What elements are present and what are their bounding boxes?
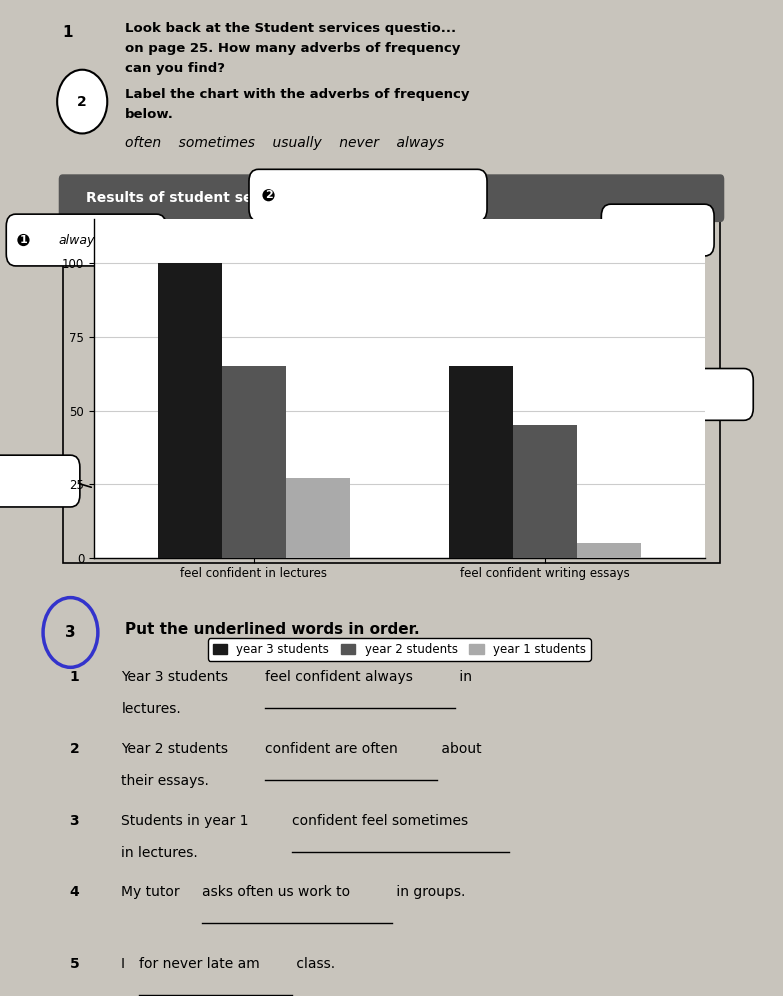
Text: about: about [437,742,481,756]
Text: 4: 4 [70,885,90,899]
Text: can you find?: can you find? [125,62,226,75]
FancyBboxPatch shape [249,169,487,221]
Text: confident feel sometimes: confident feel sometimes [293,814,468,828]
Text: 1: 1 [20,235,27,245]
FancyBboxPatch shape [6,214,166,266]
Text: in: in [454,670,471,684]
Text: on page 25. How many adverbs of frequency: on page 25. How many adverbs of frequenc… [125,42,460,55]
Text: 3: 3 [70,814,90,828]
Text: 1: 1 [70,670,90,684]
FancyBboxPatch shape [59,174,724,222]
Text: 1: 1 [63,25,73,40]
Text: Year 2 students: Year 2 students [121,742,233,756]
Text: below.: below. [125,108,174,121]
Circle shape [57,70,107,133]
Bar [513,425,577,558]
Text: in lectures.: in lectures. [121,846,198,860]
Text: for never late am: for never late am [139,957,260,971]
Text: asks often us work to: asks often us work to [203,885,351,899]
Text: 3: 3 [65,624,76,640]
Text: 2: 2 [78,95,87,109]
Text: 5: 5 [576,389,583,399]
FancyBboxPatch shape [601,204,714,256]
Text: in groups.: in groups. [392,885,465,899]
Text: 4: 4 [615,225,622,235]
Text: 2: 2 [265,190,272,200]
Text: Year 3 students: Year 3 students [121,670,233,684]
Text: 2: 2 [70,742,90,756]
Text: 5: 5 [70,957,90,971]
Text: Results of student services questionnaire: Results of student services questionnair… [86,190,413,205]
Text: class.: class. [293,957,336,971]
FancyBboxPatch shape [0,455,80,507]
Bar [577,543,640,558]
Text: Students in year 1: Students in year 1 [121,814,253,828]
Bar [158,263,222,558]
Text: Put the underlined words in order.: Put the underlined words in order. [125,622,420,637]
Bar [286,478,350,558]
Text: their essays.: their essays. [121,774,209,788]
Text: confident are often: confident are often [265,742,399,756]
Text: Label the chart with the adverbs of frequency: Label the chart with the adverbs of freq… [125,88,470,101]
Bar [222,367,286,558]
FancyBboxPatch shape [562,369,753,420]
Text: always: always [59,233,102,247]
Text: never: never [607,387,643,401]
Text: often    sometimes    usually    never    always: often sometimes usually never always [125,136,445,150]
Text: I: I [121,957,130,971]
Text: My tutor: My tutor [121,885,184,899]
Bar [449,367,513,558]
Legend: year 3 students, year 2 students, year 1 students: year 3 students, year 2 students, year 1… [208,638,590,660]
Text: Look back at the Student services questio...: Look back at the Student services questi… [125,22,456,35]
Text: feel confident always: feel confident always [265,670,413,684]
Text: lectures.: lectures. [121,702,181,716]
